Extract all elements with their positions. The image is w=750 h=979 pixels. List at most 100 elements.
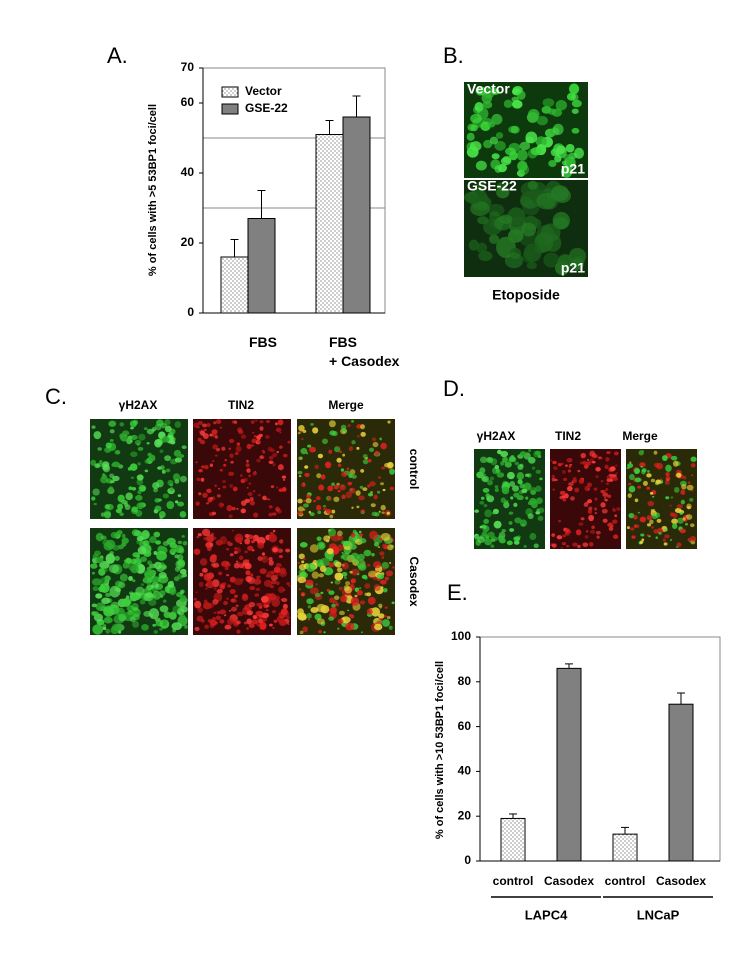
image-spot	[562, 470, 566, 474]
image-spot	[137, 546, 147, 555]
image-spot	[357, 553, 365, 561]
image-spot	[326, 588, 330, 592]
image-spot	[348, 446, 354, 452]
image-spot	[537, 515, 544, 521]
bar	[556, 667, 582, 862]
image-spot	[606, 482, 609, 485]
image-spot	[274, 573, 279, 577]
microscopy-image	[90, 528, 188, 635]
image-spot	[216, 610, 221, 615]
image-spot	[572, 477, 577, 482]
image-spot	[272, 452, 278, 458]
image-spot	[230, 606, 237, 612]
image-spot	[109, 429, 115, 434]
image-spot	[159, 590, 166, 596]
image-spot	[337, 530, 343, 537]
image-spot	[181, 535, 185, 538]
image-spot	[508, 125, 518, 134]
image-spot	[687, 481, 691, 484]
image-spot	[297, 608, 304, 616]
image-spot	[344, 586, 353, 594]
image-spot	[213, 603, 216, 606]
microscopy-image	[550, 449, 621, 549]
image-spot	[136, 502, 144, 510]
image-spot	[312, 427, 319, 434]
image-spot	[179, 595, 187, 603]
image-spot	[641, 538, 645, 542]
image-spot	[370, 607, 381, 617]
image-spot	[351, 440, 356, 445]
image-spot	[234, 452, 239, 456]
image-spot	[212, 599, 219, 605]
image-spot	[551, 543, 557, 548]
image-spot	[269, 595, 273, 599]
image-spot	[640, 465, 643, 468]
image-spot	[374, 450, 380, 456]
image-spot	[679, 528, 686, 534]
image-spot	[287, 622, 290, 626]
image-spot	[551, 533, 556, 537]
image-spot	[649, 492, 654, 495]
image-spot	[225, 548, 230, 551]
image-spot	[226, 504, 233, 512]
image-spot	[366, 592, 372, 597]
image-spot	[235, 560, 239, 563]
image-spot	[513, 536, 521, 542]
image-spot	[179, 510, 187, 518]
image-spot	[122, 597, 132, 606]
image-spot	[235, 445, 242, 452]
image-spot	[98, 585, 106, 593]
image-spot	[342, 562, 349, 570]
image-spot	[664, 480, 670, 485]
image-spot	[297, 561, 301, 565]
image-spot	[146, 428, 154, 435]
image-spot	[496, 449, 502, 455]
image-spot	[612, 509, 617, 512]
image-label: Vector	[467, 81, 510, 97]
image-spot	[630, 527, 635, 531]
image-spot	[312, 559, 318, 566]
image-spot	[348, 473, 353, 478]
image-spot	[634, 524, 640, 529]
image-spot	[93, 431, 102, 440]
image-spot	[359, 485, 364, 489]
image-spot	[381, 466, 386, 470]
image-spot	[297, 506, 304, 512]
image-spot	[252, 615, 257, 620]
image-spot	[109, 438, 114, 442]
image-spot	[641, 468, 647, 473]
image-spot	[140, 583, 144, 587]
image-spot	[166, 500, 175, 510]
image-spot	[652, 495, 655, 498]
image-spot	[228, 471, 235, 477]
image-spot	[272, 462, 276, 467]
image-spot	[516, 149, 528, 161]
image-spot	[519, 141, 531, 151]
image-spot	[589, 529, 596, 534]
image-spot	[594, 507, 598, 511]
image-spot	[519, 451, 527, 457]
image-spot	[154, 438, 163, 448]
image-spot	[108, 420, 117, 427]
x-tick-label: control	[605, 874, 646, 888]
y-axis-title: % of cells with >10 53BP1 foci/cell	[434, 661, 446, 839]
image-spot	[690, 456, 697, 462]
image-spot	[237, 427, 243, 433]
image-spot	[342, 552, 350, 561]
image-spot	[477, 107, 489, 120]
image-spot	[268, 533, 277, 543]
image-spot	[154, 561, 162, 570]
image-spot	[110, 531, 118, 539]
image-spot	[669, 504, 672, 507]
image-spot	[504, 461, 512, 468]
image-spot	[328, 616, 335, 621]
image-spot	[367, 484, 371, 488]
image-spot	[158, 511, 166, 519]
image-spot	[526, 261, 538, 270]
image-spot	[275, 427, 282, 433]
image-spot	[351, 474, 357, 479]
image-spot	[628, 513, 635, 519]
image-spot	[276, 486, 279, 489]
image-spot	[494, 165, 502, 173]
image-spot	[216, 419, 222, 425]
